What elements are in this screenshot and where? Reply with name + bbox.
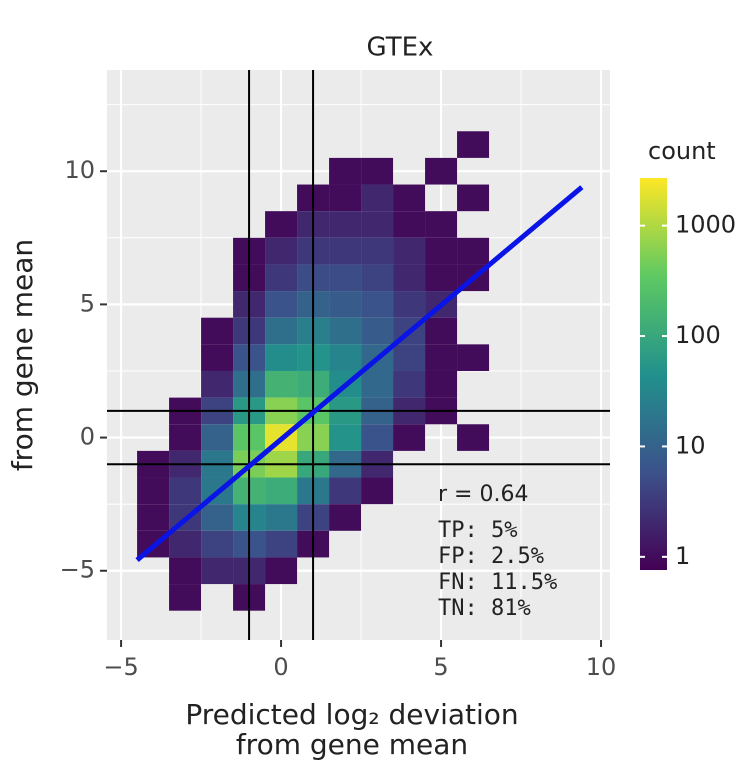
annotation: r = 0.64 xyxy=(438,482,528,507)
colorbar xyxy=(640,178,667,570)
bin xyxy=(425,264,458,292)
bin xyxy=(393,237,426,265)
bin xyxy=(329,264,362,292)
chart-title: GTEx xyxy=(367,33,434,63)
y-tick-label: 10 xyxy=(64,156,95,184)
bin xyxy=(265,317,298,345)
bin xyxy=(201,424,234,451)
annotation: TP: 5% xyxy=(438,518,517,543)
reference-lines xyxy=(107,70,610,640)
bin xyxy=(265,344,298,371)
bin xyxy=(265,477,298,505)
bin xyxy=(393,211,426,238)
bin xyxy=(329,237,362,265)
colorbar-label: 1 xyxy=(675,542,690,570)
bin xyxy=(425,237,458,265)
y-axis-label: from gene mean xyxy=(6,239,39,471)
bin xyxy=(329,424,362,451)
colorbar-label: 1000 xyxy=(675,211,736,239)
bin xyxy=(201,504,234,531)
bin xyxy=(457,424,490,451)
x-tick-label: 5 xyxy=(433,653,448,681)
bin xyxy=(425,344,458,371)
bin xyxy=(201,344,234,371)
annotation: FP: 2.5% xyxy=(438,544,544,569)
bin xyxy=(201,557,234,585)
bin xyxy=(425,157,458,185)
bin xyxy=(265,211,298,238)
bin xyxy=(201,317,234,345)
bin xyxy=(361,291,394,318)
bin xyxy=(169,557,202,585)
bin xyxy=(329,184,362,212)
x-axis-label: Predicted log₂ deviation xyxy=(185,698,518,731)
bin xyxy=(393,184,426,212)
bin xyxy=(169,424,202,451)
x-axis-label: from gene mean xyxy=(236,728,468,761)
x-tick-label: −5 xyxy=(103,653,138,681)
bins xyxy=(137,131,490,611)
annotation: TN: 81% xyxy=(438,596,531,621)
bin xyxy=(361,477,394,505)
annotation: FN: 11.5% xyxy=(438,570,557,595)
bin xyxy=(329,344,362,371)
fit-line xyxy=(135,185,584,563)
bin xyxy=(265,504,298,531)
bin xyxy=(169,477,202,505)
bin xyxy=(169,530,202,558)
bin xyxy=(201,530,234,558)
y-tick-label: −5 xyxy=(60,556,95,584)
bin xyxy=(329,477,362,505)
bin xyxy=(169,584,202,611)
y-tick-label: 5 xyxy=(80,289,95,317)
bin xyxy=(457,131,490,158)
bin xyxy=(329,291,362,318)
bin xyxy=(457,344,490,371)
bin xyxy=(361,317,394,345)
bin xyxy=(361,211,394,238)
bin xyxy=(425,317,458,345)
bin xyxy=(425,211,458,238)
bin xyxy=(137,504,170,531)
legend-title: count xyxy=(648,137,716,165)
bin xyxy=(361,184,394,212)
x-tick-label: 10 xyxy=(586,653,617,681)
bin xyxy=(265,370,298,398)
bin xyxy=(265,237,298,265)
bin xyxy=(265,557,298,585)
bin xyxy=(329,317,362,345)
bin xyxy=(137,477,170,505)
bin xyxy=(361,264,394,292)
bin xyxy=(265,264,298,292)
bin xyxy=(361,237,394,265)
bin xyxy=(393,370,426,398)
bin xyxy=(393,344,426,371)
bin xyxy=(361,157,394,185)
colorbar-label: 10 xyxy=(675,431,706,459)
colorbar-label: 100 xyxy=(675,321,721,349)
bin xyxy=(201,370,234,398)
bin xyxy=(265,530,298,558)
bin xyxy=(393,424,426,451)
bin xyxy=(393,264,426,292)
bin xyxy=(361,370,394,398)
bin xyxy=(265,291,298,318)
y-tick-label: 0 xyxy=(80,423,95,451)
bin xyxy=(425,370,458,398)
bin xyxy=(329,504,362,531)
bin xyxy=(457,184,490,212)
bin xyxy=(329,211,362,238)
bin xyxy=(457,237,490,265)
bin xyxy=(329,157,362,185)
bin xyxy=(393,291,426,318)
x-tick-label: 0 xyxy=(273,653,288,681)
bin xyxy=(361,424,394,451)
